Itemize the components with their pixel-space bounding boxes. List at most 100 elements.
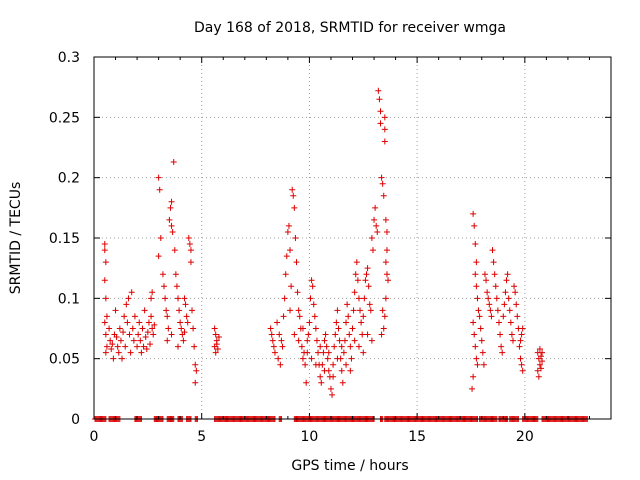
y-tick-label: 0.2 (58, 171, 80, 187)
data-point (357, 307, 364, 314)
data-point (472, 241, 479, 248)
data-point (375, 87, 382, 94)
data-point (343, 319, 350, 326)
data-point (163, 307, 170, 314)
data-point (102, 295, 109, 302)
data-point (172, 271, 179, 278)
data-point (295, 337, 302, 344)
data-point (290, 192, 297, 199)
data-point (274, 319, 281, 326)
data-point (382, 216, 389, 223)
data-point (307, 295, 314, 302)
data-point (168, 331, 175, 338)
chart-title: Day 168 of 2018, SRMTID for receiver wmg… (194, 20, 506, 36)
data-point (149, 325, 156, 332)
data-point (107, 337, 114, 344)
data-point (122, 343, 129, 350)
data-point (186, 241, 193, 248)
data-point (305, 331, 312, 338)
data-point (505, 295, 512, 302)
data-point (317, 343, 324, 350)
data-point (164, 313, 171, 320)
y-tick-label: 0.25 (49, 110, 80, 126)
data-point (536, 361, 543, 368)
data-point (341, 337, 348, 344)
x-tick-label: 15 (408, 429, 426, 445)
data-point (347, 367, 354, 374)
data-point (130, 337, 137, 344)
data-point (156, 186, 163, 193)
data-point (148, 295, 155, 302)
data-point (277, 361, 284, 368)
data-point (321, 337, 328, 344)
data-point (490, 259, 497, 266)
data-point (284, 228, 291, 235)
data-point (372, 204, 379, 211)
data-point (149, 289, 156, 296)
data-point (373, 222, 380, 229)
data-point (364, 265, 371, 272)
data-point (193, 367, 200, 374)
data-point (493, 295, 500, 302)
data-point (279, 343, 286, 350)
data-point (484, 289, 491, 296)
data-point (509, 337, 516, 344)
data-point (362, 277, 369, 284)
data-point (494, 307, 501, 314)
data-point (291, 204, 298, 211)
data-point (344, 301, 351, 308)
data-point (102, 349, 109, 356)
data-point (303, 379, 310, 386)
data-point (507, 319, 514, 326)
data-point (478, 337, 485, 344)
data-point (114, 343, 121, 350)
data-point (374, 228, 381, 235)
data-point (140, 343, 147, 350)
data-point (488, 313, 495, 320)
data-point (383, 247, 390, 254)
data-point (331, 343, 338, 350)
data-point (271, 349, 278, 356)
data-point (476, 313, 483, 320)
data-point (517, 355, 524, 362)
data-point (383, 271, 390, 278)
data-point (138, 349, 145, 356)
data-point (142, 333, 149, 340)
data-point (378, 331, 385, 338)
data-point (302, 361, 309, 368)
data-point (364, 331, 371, 338)
data-point (470, 319, 477, 326)
data-point (148, 313, 155, 320)
data-point (472, 343, 479, 350)
data-point (296, 313, 303, 320)
data-point (181, 329, 188, 336)
data-point (516, 343, 523, 350)
data-point (312, 361, 319, 368)
data-point (495, 319, 502, 326)
data-point (315, 349, 322, 356)
data-point (123, 301, 130, 308)
data-point (189, 307, 196, 314)
data-point (182, 301, 189, 308)
data-point (157, 235, 164, 241)
data-point (334, 307, 341, 314)
data-point (381, 114, 388, 121)
data-point (348, 355, 355, 362)
data-point (101, 277, 108, 284)
data-point (377, 108, 384, 115)
data-point (295, 307, 302, 314)
data-point (299, 355, 306, 362)
data-point (136, 319, 143, 326)
data-point (110, 355, 117, 362)
data-point (213, 341, 220, 348)
data-point (310, 301, 317, 308)
data-point (481, 271, 488, 278)
y-tick-label: 0.15 (49, 231, 80, 247)
data-point (483, 277, 490, 284)
data-point (298, 343, 305, 350)
data-point (167, 204, 174, 211)
data-point (280, 313, 287, 320)
data-point (269, 337, 276, 344)
data-point (519, 367, 526, 374)
data-point (211, 325, 218, 332)
